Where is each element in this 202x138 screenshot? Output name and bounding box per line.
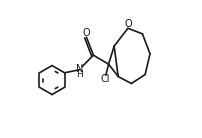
Text: O: O: [82, 28, 90, 38]
Text: H: H: [76, 70, 83, 79]
Text: N: N: [76, 64, 83, 74]
Text: Cl: Cl: [100, 74, 110, 84]
Text: O: O: [125, 19, 133, 29]
